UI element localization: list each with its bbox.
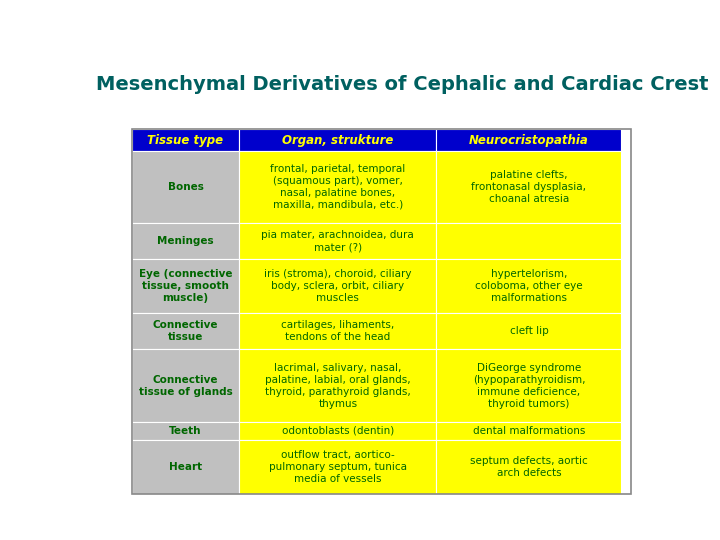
Text: hypertelorism,
coloboma, other eye
malformations: hypertelorism, coloboma, other eye malfo… xyxy=(475,269,582,303)
Text: cleft lip: cleft lip xyxy=(510,326,548,336)
Bar xyxy=(436,313,621,349)
Text: Mesenchymal Derivatives of Cephalic and Cardiac Crest: Mesenchymal Derivatives of Cephalic and … xyxy=(96,75,708,94)
Text: Bones: Bones xyxy=(168,182,204,192)
Text: Organ, strukture: Organ, strukture xyxy=(282,133,394,146)
Text: iris (stroma), choroid, ciliary
body, sclera, orbit, ciliary
muscles: iris (stroma), choroid, ciliary body, sc… xyxy=(264,269,412,303)
Bar xyxy=(436,349,621,422)
Bar xyxy=(239,129,436,151)
Bar xyxy=(436,422,621,440)
Text: dental malformations: dental malformations xyxy=(473,426,585,436)
Bar xyxy=(436,129,621,151)
Text: Eye (connective
tissue, smooth
muscle): Eye (connective tissue, smooth muscle) xyxy=(139,269,233,303)
Bar xyxy=(239,151,436,223)
Text: Connective
tissue: Connective tissue xyxy=(153,320,218,342)
Text: Tissue type: Tissue type xyxy=(148,133,224,146)
Bar xyxy=(132,223,239,259)
Bar xyxy=(436,223,621,259)
Text: odontoblasts (dentin): odontoblasts (dentin) xyxy=(282,426,394,436)
Text: Heart: Heart xyxy=(169,462,202,472)
Bar xyxy=(132,129,631,494)
Bar xyxy=(132,151,239,223)
Text: outflow tract, aortico-
pulmonary septum, tunica
media of vessels: outflow tract, aortico- pulmonary septum… xyxy=(269,450,407,484)
Text: DiGeorge syndrome
(hypoparathyroidism,
immune deficience,
thyroid tumors): DiGeorge syndrome (hypoparathyroidism, i… xyxy=(472,362,585,409)
Text: Meninges: Meninges xyxy=(157,236,214,246)
Bar xyxy=(132,349,239,422)
Text: frontal, parietal, temporal
(squamous part), vomer,
nasal, palatine bones,
maxil: frontal, parietal, temporal (squamous pa… xyxy=(270,164,405,210)
Bar xyxy=(132,422,239,440)
Text: lacrimal, salivary, nasal,
palatine, labial, oral glands,
thyroid, parathyroid g: lacrimal, salivary, nasal, palatine, lab… xyxy=(265,362,410,409)
Bar xyxy=(239,313,436,349)
Text: Teeth: Teeth xyxy=(169,426,202,436)
Text: Neurocristopathia: Neurocristopathia xyxy=(469,133,589,146)
Bar xyxy=(132,313,239,349)
Bar xyxy=(436,259,621,313)
Text: cartilages, lihaments,
tendons of the head: cartilages, lihaments, tendons of the he… xyxy=(282,320,395,342)
Text: septum defects, aortic
arch defects: septum defects, aortic arch defects xyxy=(470,456,588,478)
Bar xyxy=(239,422,436,440)
Bar xyxy=(132,129,239,151)
Bar xyxy=(436,151,621,223)
Bar xyxy=(436,440,621,494)
Bar xyxy=(239,349,436,422)
Bar xyxy=(239,223,436,259)
Bar xyxy=(132,259,239,313)
Bar xyxy=(239,259,436,313)
Bar xyxy=(132,440,239,494)
Text: pia mater, arachnoidea, dura
mater (?): pia mater, arachnoidea, dura mater (?) xyxy=(261,230,414,252)
Text: palatine clefts,
frontonasal dysplasia,
choanal atresia: palatine clefts, frontonasal dysplasia, … xyxy=(472,170,586,204)
Bar xyxy=(239,440,436,494)
Text: Connective
tissue of glands: Connective tissue of glands xyxy=(139,375,233,396)
